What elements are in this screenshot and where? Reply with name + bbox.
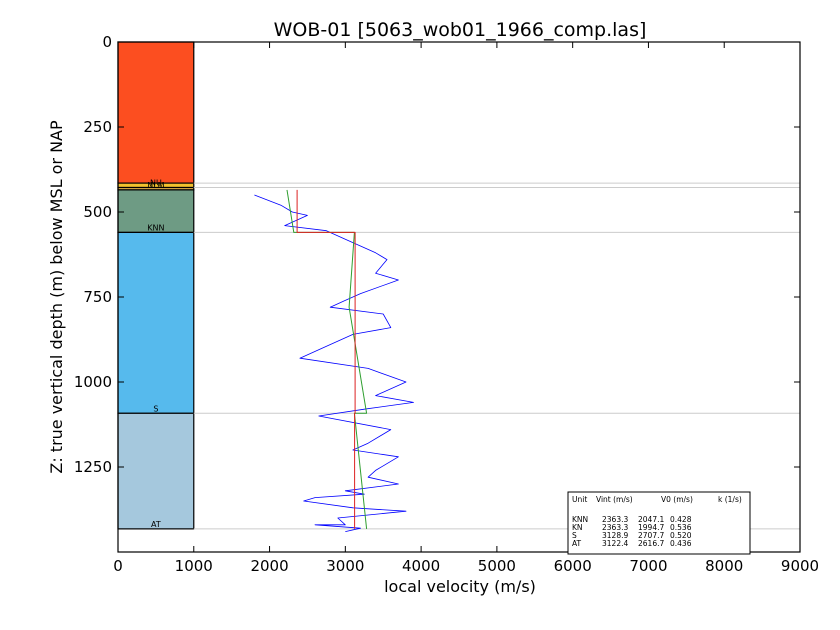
strat-unit-label-3: KNN <box>147 223 164 232</box>
strat-unit-label-1: NU <box>150 179 162 188</box>
legend-cell-3-3: 0.436 <box>670 539 692 548</box>
chart-title: WOB-01 [5063_wob01_1966_comp.las] <box>274 19 647 41</box>
legend-header-3: k (1/s) <box>718 495 742 504</box>
legend-header-2: V0 (m/s) <box>661 495 693 504</box>
legend-cell-2-1: 3128.9 <box>602 531 628 540</box>
y-tick-label-3: 750 <box>83 288 112 306</box>
y-tick-label-5: 1250 <box>74 458 112 476</box>
legend-cell-1-1: 2363.3 <box>602 523 628 532</box>
x-tick-label-6: 6000 <box>554 557 592 575</box>
x-tick-label-0: 0 <box>113 557 123 575</box>
legend-cell-0-2: 2047.1 <box>638 515 664 524</box>
x-tick-label-8: 8000 <box>705 557 743 575</box>
legend-cell-3-2: 2616.7 <box>638 539 664 548</box>
legend-cell-0-1: 2363.3 <box>602 515 628 524</box>
y-tick-label-4: 1000 <box>74 373 112 391</box>
y-tick-label-2: 500 <box>83 203 112 221</box>
legend-cell-1-0: KN <box>572 523 583 532</box>
y-axis: 0 250 500 750 1000 1250 <box>74 33 800 476</box>
x-tick-label-2: 2000 <box>250 557 288 575</box>
strat-unit-label-2: NLM <box>147 181 164 190</box>
x-tick-label-9: 9000 <box>781 557 819 575</box>
strat-unit-0 <box>117 41 195 184</box>
y-tick-label-0: 0 <box>102 33 112 51</box>
x-tick-label-3: 3000 <box>326 557 364 575</box>
legend-header-1: Vint (m/s) <box>596 495 633 504</box>
x-axis-label: local velocity (m/s) <box>384 577 536 596</box>
legend-frame <box>567 491 751 555</box>
boundary-lines <box>193 182 800 530</box>
x-axis: 0 1000 2000 3000 4000 5000 6000 7000 8000 9000 <box>113 42 819 575</box>
legend-cell-1-3: 0.536 <box>670 523 692 532</box>
x-tick-label-4: 4000 <box>402 557 440 575</box>
legend-header-0: Unit <box>572 495 587 504</box>
strat-unit-5 <box>117 412 195 530</box>
legend-cell-3-0: AT <box>572 539 582 548</box>
legend-cell-1-2: 1994.7 <box>638 523 664 532</box>
x-tick-label-7: 7000 <box>629 557 667 575</box>
x-tick-label-5: 5000 <box>478 557 516 575</box>
legend-cell-3-1: 3122.4 <box>602 539 628 548</box>
legend-cell-2-0: S <box>572 531 577 540</box>
x-tick-label-1: 1000 <box>175 557 213 575</box>
y-axis-label: Z: true vertical depth (m) below MSL or … <box>47 120 66 474</box>
series-line-2 <box>296 189 356 529</box>
legend-box: Unit Vint (m/s) V0 (m/s) k (1/s) KNN 2363.3 20… <box>567 491 751 555</box>
legend-cell-0-0: KNN <box>572 515 588 524</box>
series-layer <box>254 189 414 532</box>
strat-unit-label-5: AT <box>151 520 161 529</box>
plot-frame <box>117 41 801 553</box>
y-tick-label-1: 250 <box>83 118 112 136</box>
series-line-0 <box>254 194 414 532</box>
legend-cell-0-3: 0.428 <box>670 515 692 524</box>
strat-unit-label-4: S <box>153 404 158 413</box>
strat-unit-3 <box>117 189 195 233</box>
legend-cell-2-2: 2707.7 <box>638 531 664 540</box>
strat-unit-4 <box>117 231 195 414</box>
legend-cell-2-3: 0.520 <box>670 531 692 540</box>
